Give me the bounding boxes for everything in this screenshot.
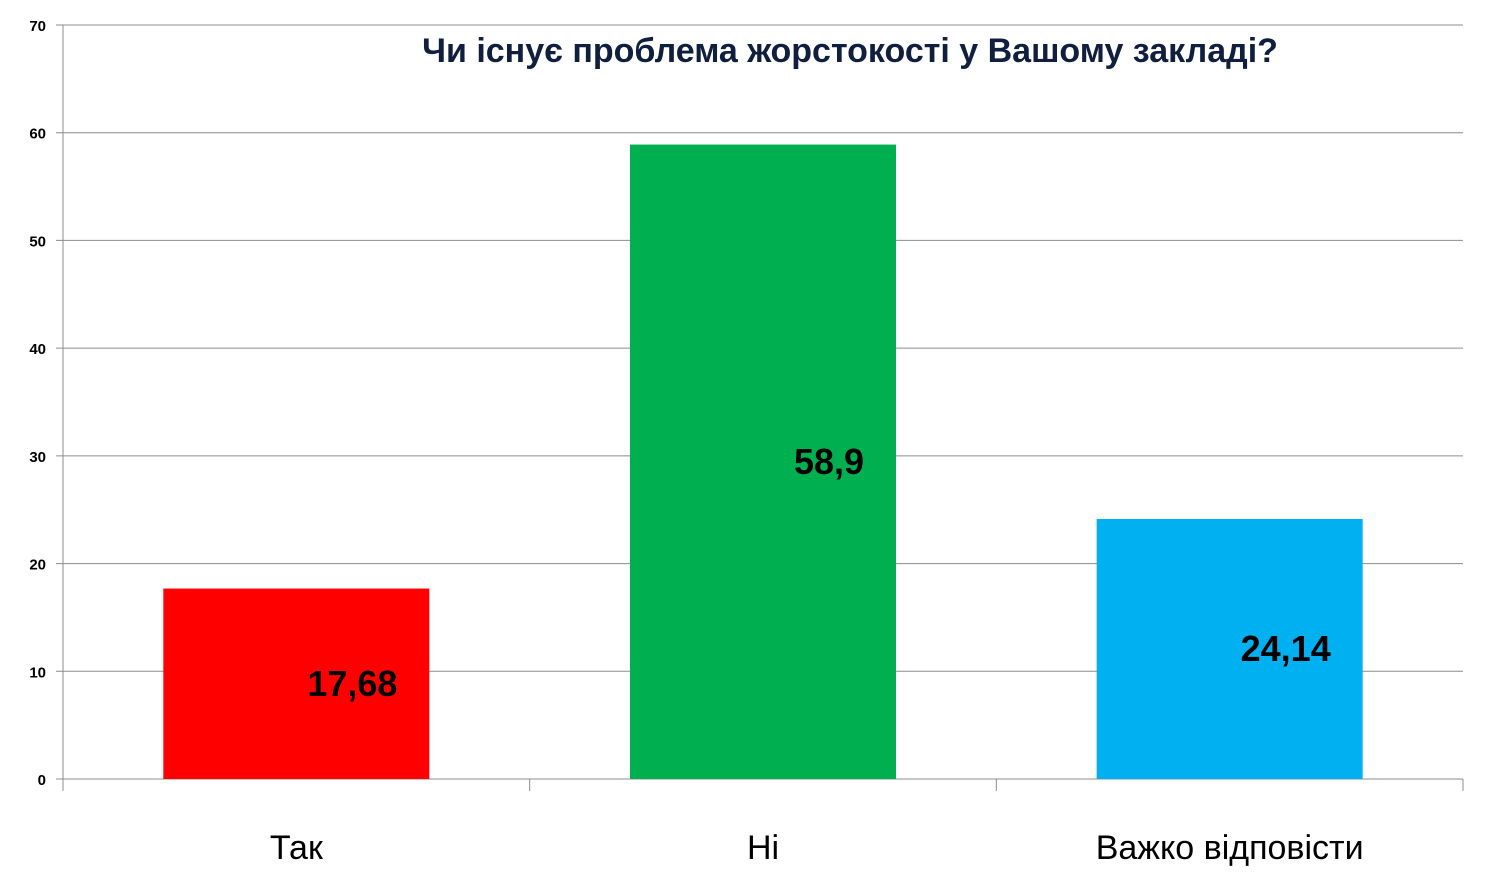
x-tick-label: Ні	[747, 829, 779, 867]
x-tick-label: Так	[270, 829, 324, 867]
bar-1	[163, 588, 430, 779]
y-tick-label: 20	[29, 557, 46, 574]
data-label: 24,14	[1241, 628, 1331, 669]
y-tick-label: 50	[29, 233, 46, 250]
y-tick-label: 10	[29, 664, 46, 681]
y-tick-label: 30	[29, 449, 46, 466]
chart-title: Чи існує проблема жорстокості у Вашому з…	[422, 32, 1278, 70]
data-label: 17,68	[307, 663, 397, 704]
x-axis: Так Ні Важко відповісти	[270, 779, 1464, 867]
data-label: 58,9	[794, 441, 864, 482]
bar-2	[630, 144, 896, 779]
y-tick-label: 0	[38, 772, 46, 789]
y-tick-label: 40	[29, 341, 46, 358]
x-tick-label: Важко відповісти	[1096, 829, 1364, 867]
y-axis-ticks: 0 10 20 30 40 50 60 70	[29, 18, 46, 789]
bar-3	[1096, 518, 1363, 779]
bars	[163, 144, 1363, 779]
y-tick-label: 70	[29, 18, 46, 35]
y-tick-label: 60	[29, 126, 46, 143]
data-labels: 17,68 58,9 24,14	[307, 441, 1330, 704]
